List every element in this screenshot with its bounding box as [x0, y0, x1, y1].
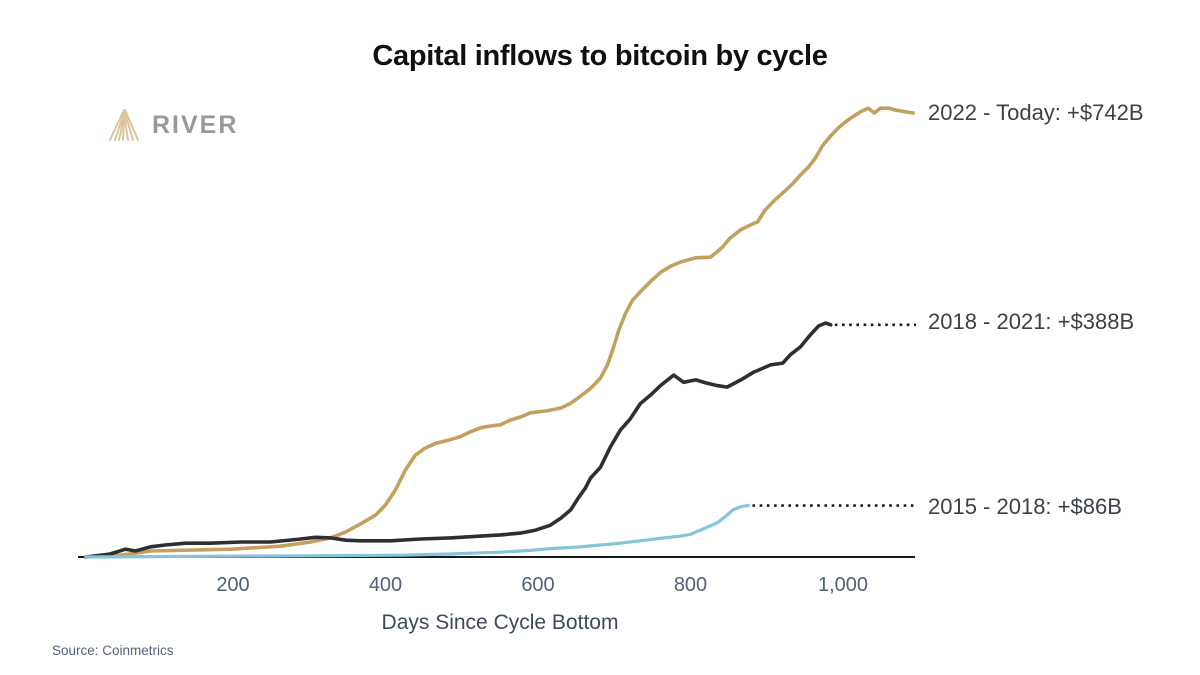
x-tick-label: 400 [369, 574, 402, 596]
page-title: Capital inflows to bitcoin by cycle [372, 40, 828, 72]
series-label-2015-2018: 2015 - 2018: +$86B [928, 494, 1122, 519]
x-tick-label: 800 [674, 574, 707, 596]
series-line-2022-today [84, 106, 915, 559]
x-axis-title: Days Since Cycle Bottom [381, 611, 619, 634]
x-tick-label: 600 [521, 574, 554, 596]
x-tick-label: 200 [216, 574, 249, 596]
river-mountain-icon [109, 109, 139, 141]
brand-wordmark: RIVER [152, 110, 239, 139]
series-line-2018-2021 [84, 321, 833, 559]
source-note: Source: Coinmetrics [52, 643, 174, 658]
series-line-2015-2018 [84, 503, 751, 559]
brand-logo: RIVER [105, 106, 238, 144]
series-label-2022-today: 2022 - Today: +$742B [928, 100, 1144, 125]
series-label-2018-2021: 2018 - 2021: +$388B [928, 309, 1135, 334]
x-tick-label: 1,000 [818, 574, 868, 596]
